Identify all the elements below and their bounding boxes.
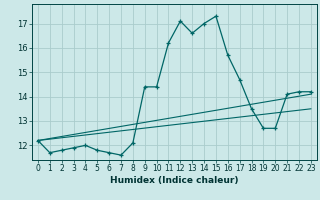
X-axis label: Humidex (Indice chaleur): Humidex (Indice chaleur) [110, 176, 239, 185]
